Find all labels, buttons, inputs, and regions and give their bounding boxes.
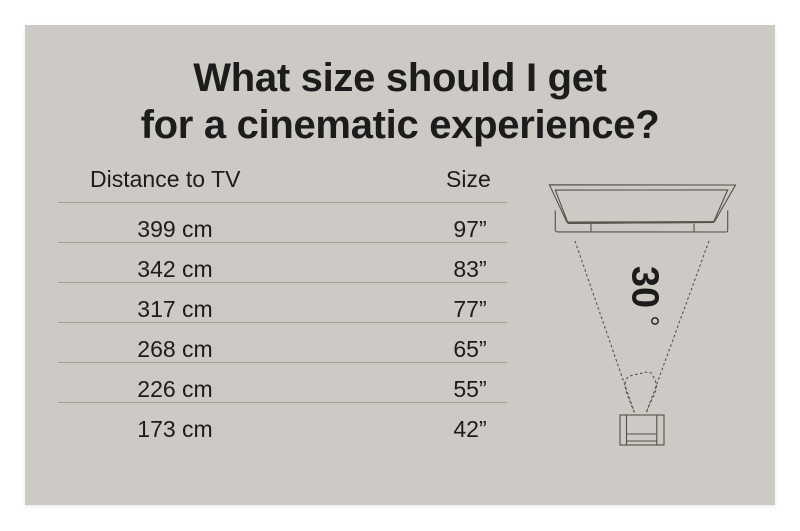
svg-text:30: 30 [624, 266, 666, 308]
